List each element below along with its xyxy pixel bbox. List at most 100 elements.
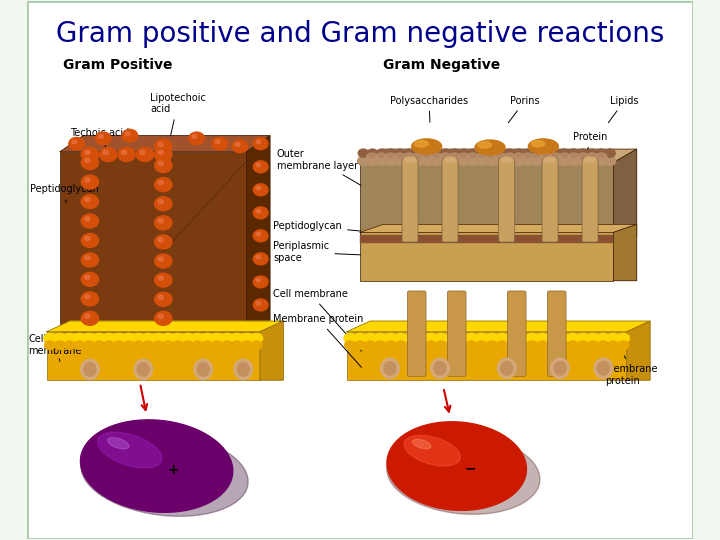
Circle shape [173,341,183,349]
Circle shape [431,153,442,162]
Circle shape [55,341,65,349]
Circle shape [54,333,66,343]
Circle shape [587,149,597,157]
Circle shape [158,150,163,154]
Circle shape [81,292,99,306]
Circle shape [85,217,90,221]
Circle shape [69,138,84,150]
Circle shape [215,140,220,144]
Circle shape [81,194,99,208]
Circle shape [605,149,615,157]
FancyBboxPatch shape [402,158,418,242]
Circle shape [93,333,105,343]
Circle shape [497,341,507,349]
Circle shape [211,333,223,343]
Circle shape [122,150,127,154]
Text: Cell membrane: Cell membrane [274,289,361,351]
Circle shape [541,157,552,166]
Circle shape [155,254,172,268]
Ellipse shape [413,439,431,449]
Circle shape [364,333,377,343]
Circle shape [485,153,497,162]
Circle shape [158,295,163,299]
Circle shape [403,157,415,166]
Circle shape [449,153,460,162]
Circle shape [476,333,487,343]
Circle shape [435,333,447,343]
Circle shape [182,341,193,349]
Circle shape [445,333,457,343]
Circle shape [595,157,606,166]
Circle shape [256,210,261,213]
Circle shape [345,341,356,349]
Circle shape [143,341,153,349]
Circle shape [550,153,561,162]
Circle shape [531,153,543,162]
Circle shape [595,153,607,162]
Circle shape [344,333,356,343]
Circle shape [122,130,138,142]
Circle shape [385,157,397,166]
Circle shape [440,157,451,166]
Circle shape [598,341,608,349]
Circle shape [192,333,204,343]
Circle shape [577,333,589,343]
Ellipse shape [107,437,129,449]
Circle shape [365,341,376,349]
Circle shape [486,149,496,157]
Circle shape [586,157,598,166]
Circle shape [568,149,579,157]
Circle shape [506,333,518,343]
Circle shape [155,292,172,306]
Text: Periplasmic
space: Periplasmic space [274,241,361,263]
Circle shape [85,256,90,260]
Circle shape [568,153,580,162]
Circle shape [44,333,56,343]
Circle shape [202,333,213,343]
Circle shape [122,333,135,343]
Ellipse shape [412,139,441,154]
Circle shape [241,341,252,349]
Circle shape [212,341,222,349]
Circle shape [536,333,549,343]
Circle shape [577,157,588,166]
Circle shape [163,341,174,349]
Bar [360,235,613,243]
Circle shape [466,341,477,349]
Circle shape [522,153,534,162]
Circle shape [192,134,197,138]
Text: Membrane
protein: Membrane protein [606,356,658,386]
Circle shape [81,175,99,189]
Text: Peptidoglycan: Peptidoglycan [30,185,99,203]
Circle shape [567,341,578,349]
Ellipse shape [444,157,456,163]
Circle shape [85,237,90,240]
Circle shape [513,149,523,157]
Circle shape [172,333,184,343]
FancyBboxPatch shape [442,158,458,242]
Circle shape [559,149,570,157]
Circle shape [155,139,172,153]
Circle shape [232,341,243,349]
Ellipse shape [81,420,233,512]
Ellipse shape [81,432,248,516]
Bar [360,163,613,238]
Circle shape [85,178,90,182]
Ellipse shape [434,362,446,375]
Circle shape [222,341,233,349]
Circle shape [559,153,570,162]
Text: Peptidoglycan: Peptidoglycan [274,221,361,231]
Circle shape [375,341,386,349]
Circle shape [235,143,240,146]
Circle shape [114,341,124,349]
Ellipse shape [531,140,545,147]
Circle shape [495,153,506,162]
Circle shape [384,333,397,343]
Circle shape [136,147,153,161]
Circle shape [104,341,114,349]
Circle shape [422,149,433,157]
Ellipse shape [81,359,99,380]
Ellipse shape [387,434,540,514]
Circle shape [231,333,243,343]
Circle shape [395,333,407,343]
